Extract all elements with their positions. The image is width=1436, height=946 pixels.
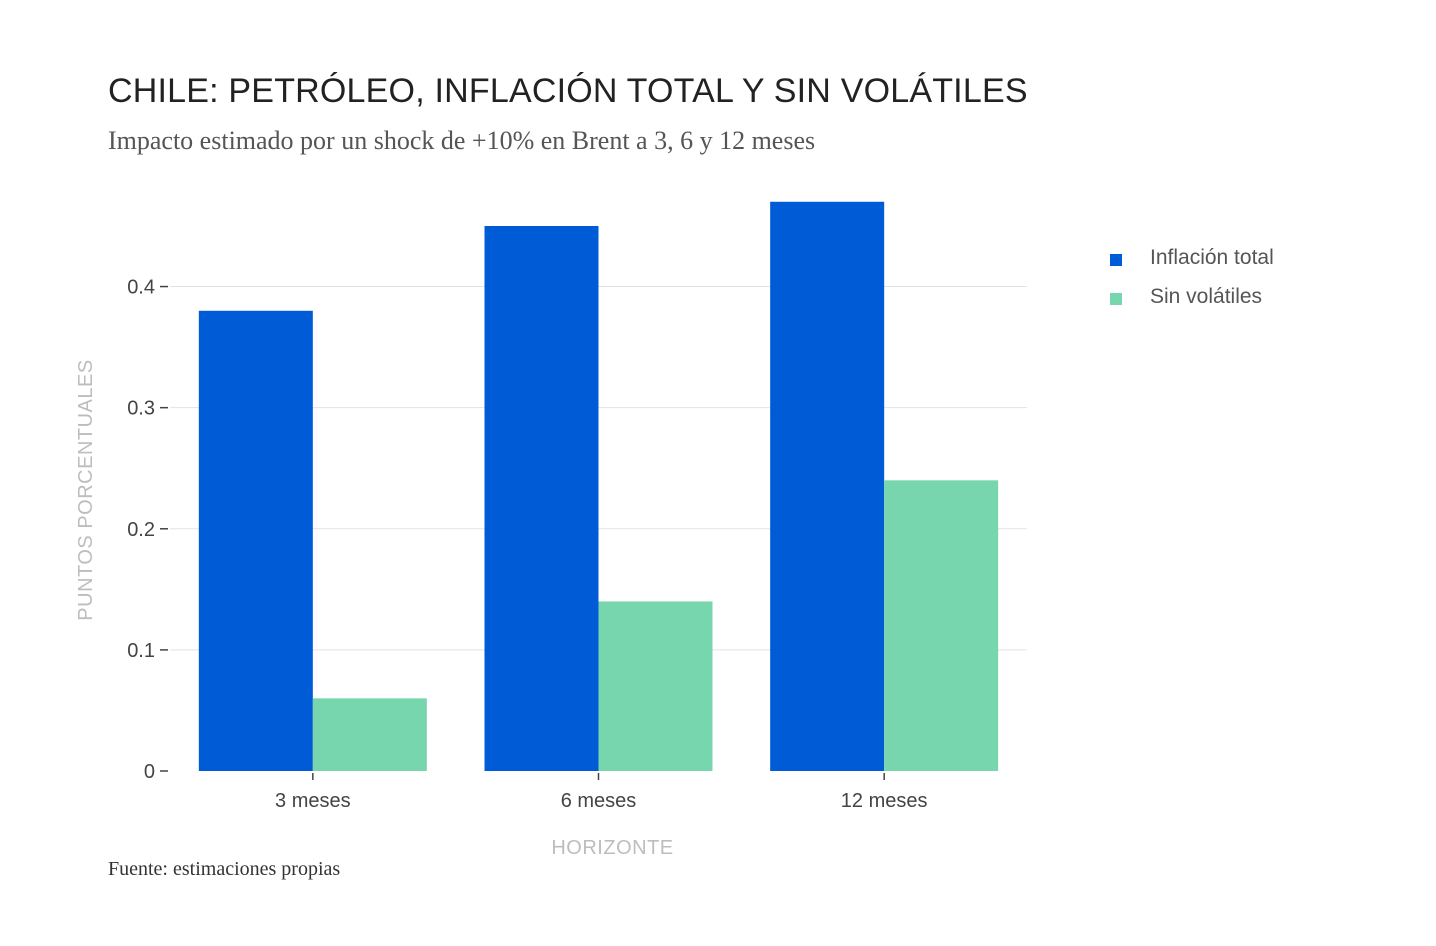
chart-subtitle: Impacto estimado por un shock de +10% en… [108, 126, 816, 155]
y-tick-label: 0 [144, 761, 155, 783]
chart-title: CHILE: PETRÓLEO, INFLACIÓN TOTAL Y SIN V… [108, 72, 1028, 110]
legend-item-inflacion-total[interactable]: Inflación total [1110, 238, 1274, 277]
bar [198, 310, 313, 771]
y-tick-label: 0.3 [127, 398, 155, 420]
legend-label-inflacion-total: Inflación total [1150, 245, 1274, 269]
bar [312, 698, 427, 771]
y-axis-title: PUNTOS PORCENTUALES [75, 359, 97, 620]
bar [770, 201, 885, 771]
x-tick-label: 6 meses [561, 790, 637, 812]
legend-swatch-inflacion-total [1110, 253, 1122, 266]
legend: Inflación total Sin volátiles [1110, 238, 1274, 316]
y-tick-label: 0.4 [127, 277, 155, 299]
legend-swatch-sin-volatiles [1110, 292, 1122, 305]
y-tick-label: 0.1 [127, 640, 155, 662]
legend-item-sin-volatiles[interactable]: Sin volátiles [1110, 277, 1274, 316]
legend-label-sin-volatiles: Sin volátiles [1150, 284, 1263, 308]
x-tick-label: 3 meses [275, 790, 351, 812]
x-tick-label: 12 meses [841, 790, 928, 812]
bar [484, 226, 599, 771]
bar [598, 601, 713, 771]
y-tick-label: 0.2 [127, 519, 155, 541]
source-note: Fuente: estimaciones propias [108, 858, 341, 880]
bar [884, 480, 999, 771]
x-axis-title: HORIZONTE [551, 837, 673, 859]
